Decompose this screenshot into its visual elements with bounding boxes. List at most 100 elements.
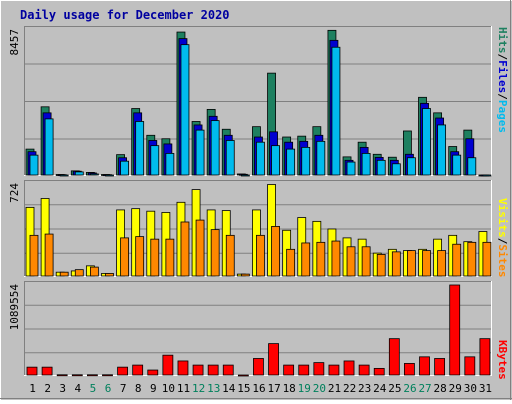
- bar-pages-day-29: [452, 154, 462, 176]
- bar-pages-day-1: [29, 154, 39, 176]
- bar-sites-day-11: [180, 221, 190, 277]
- legend-visits: Visits: [496, 198, 509, 238]
- bar-kbytes-day-31: [479, 338, 491, 376]
- x-tick-label-day-23: 23: [358, 382, 371, 395]
- bar-kbytes-day-11: [177, 360, 189, 376]
- bar-sites-day-27: [422, 250, 431, 277]
- bar-kbytes-day-9: [147, 369, 159, 376]
- x-tick-label-day-15: 15: [237, 382, 250, 395]
- bar-sites-day-28: [437, 250, 447, 277]
- x-tick-label-day-14: 14: [222, 382, 236, 395]
- x-tick-label-day-10: 10: [162, 382, 175, 395]
- chart-panels: 8457 724 1089554: [8, 26, 492, 377]
- legend-visits-sites: Visits/Sites: [496, 198, 509, 278]
- x-tick-label-day-31: 31: [479, 382, 492, 395]
- bar-pages-day-28: [437, 124, 447, 176]
- bar-kbytes-day-13: [207, 364, 219, 376]
- x-tick-label-day-12: 12: [192, 382, 205, 395]
- bar-kbytes-day-21: [328, 364, 340, 376]
- bar-kbytes-day-16: [253, 358, 264, 376]
- bar-sites-day-20: [316, 241, 326, 277]
- legend-pages: Pages: [496, 100, 509, 133]
- x-tick-label-day-30: 30: [464, 382, 477, 395]
- bar-sites-day-6: [105, 273, 114, 277]
- bar-sites-day-7: [120, 237, 129, 277]
- bar-pages-day-7: [120, 160, 129, 176]
- legend-kbytes: KBytes: [496, 340, 509, 380]
- legend-visits-sites-separator: /: [496, 238, 509, 245]
- bar-pages-day-27: [422, 108, 431, 176]
- bar-sites-day-19: [301, 242, 311, 277]
- bar-sites-day-29: [452, 243, 462, 277]
- x-tick-label-day-19: 19: [298, 382, 311, 395]
- legend-files: Files: [496, 60, 509, 93]
- x-tick-label-day-24: 24: [373, 382, 387, 395]
- bar-kbytes-day-19: [298, 364, 310, 376]
- x-tick-label-day-1: 1: [29, 382, 36, 395]
- bar-sites-day-23: [361, 246, 371, 277]
- bar-sites-day-25: [391, 251, 401, 277]
- bar-pages-day-26: [407, 157, 416, 176]
- bar-kbytes-day-12: [192, 364, 204, 376]
- bar-kbytes-day-18: [283, 364, 295, 376]
- kbytes-panel-ymax-label: 1089554: [8, 284, 21, 331]
- bar-pages-day-6: [105, 174, 114, 177]
- bar-pages-day-21: [331, 46, 341, 176]
- bar-pages-day-31: [482, 174, 492, 177]
- bar-kbytes-day-7: [117, 366, 128, 376]
- bar-kbytes-day-22: [343, 360, 355, 376]
- bar-pages-day-18: [286, 148, 296, 176]
- bar-sites-day-24: [376, 253, 386, 277]
- x-tick-label-day-3: 3: [59, 382, 66, 395]
- bar-kbytes-day-10: [162, 354, 174, 376]
- legend-hits-files-pages: Hits/Files/Pages: [496, 27, 509, 133]
- bar-pages-day-20: [316, 140, 326, 176]
- bar-pages-day-9: [150, 145, 160, 176]
- bar-pages-day-22: [346, 161, 356, 176]
- x-tick-label-day-13: 13: [207, 382, 220, 395]
- bar-kbytes-day-17: [268, 343, 279, 376]
- bar-sites-day-15: [240, 273, 250, 277]
- bar-pages-day-11: [180, 44, 190, 176]
- bar-pages-day-3: [59, 174, 69, 177]
- x-tick-label-day-5: 5: [90, 382, 97, 395]
- bar-sites-day-22: [346, 246, 356, 277]
- bar-kbytes-day-1: [26, 366, 38, 376]
- bar-pages-day-13: [210, 120, 220, 176]
- bar-sites-day-10: [165, 238, 175, 277]
- legend-kbytes: KBytes: [496, 340, 509, 380]
- x-tick-label-day-26: 26: [403, 382, 416, 395]
- bar-pages-day-17: [271, 145, 280, 176]
- bar-sites-day-1: [29, 234, 39, 277]
- x-tick-label-day-8: 8: [135, 382, 142, 395]
- bar-pages-day-10: [165, 153, 175, 176]
- bar-pages-day-30: [467, 157, 477, 176]
- x-tick-label-day-28: 28: [434, 382, 447, 395]
- bar-kbytes-day-15: [237, 374, 249, 377]
- bar-kbytes-day-3: [56, 374, 68, 377]
- bar-sites-day-21: [331, 240, 341, 277]
- legend-sites: Sites: [496, 244, 509, 277]
- bar-sites-day-17: [271, 226, 280, 277]
- bar-kbytes-day-26: [404, 363, 415, 376]
- bar-kbytes-day-30: [464, 356, 476, 376]
- bar-pages-day-23: [361, 153, 371, 176]
- bar-kbytes-day-14: [222, 364, 234, 376]
- bar-pages-day-19: [301, 146, 311, 176]
- bar-sites-day-16: [256, 234, 265, 277]
- bar-kbytes-day-27: [419, 356, 430, 376]
- x-tick-label-day-16: 16: [252, 382, 265, 395]
- x-tick-label-day-11: 11: [177, 382, 190, 395]
- bar-sites-day-2: [44, 233, 54, 277]
- bar-sites-day-18: [286, 248, 296, 277]
- x-tick-label-day-7: 7: [120, 382, 127, 395]
- bar-kbytes-day-24: [373, 367, 385, 376]
- bar-sites-day-5: [89, 266, 99, 277]
- x-tick-label-day-25: 25: [388, 382, 401, 395]
- x-tick-label-day-4: 4: [75, 382, 82, 395]
- bar-pages-day-14: [225, 140, 235, 176]
- bar-pages-day-8: [135, 121, 145, 176]
- bar-kbytes-day-25: [388, 338, 400, 376]
- bar-pages-day-15: [240, 174, 250, 177]
